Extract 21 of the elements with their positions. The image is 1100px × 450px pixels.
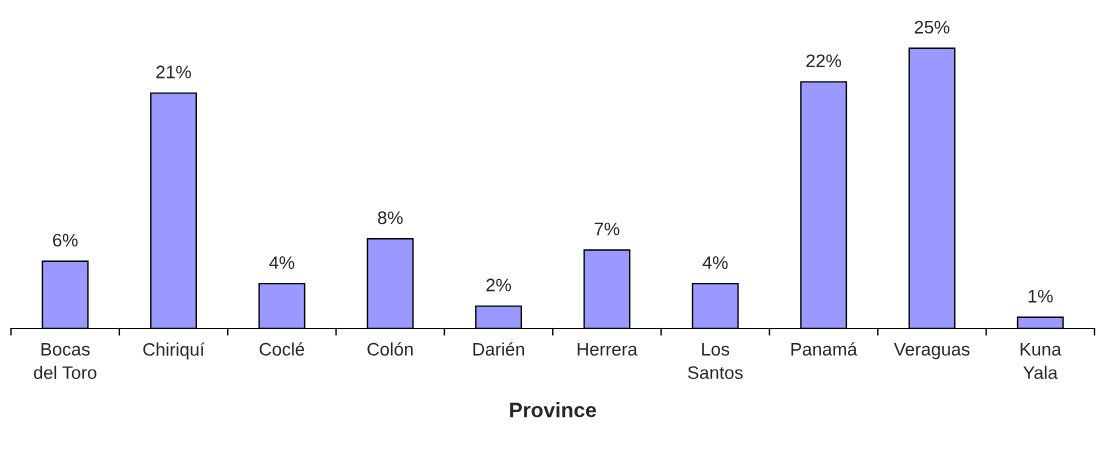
data-label: 25% [914,20,950,34]
x-tick-label: Herrera [577,343,638,356]
data-label: 4% [269,256,295,269]
x-tick-label: Panamá [791,342,858,356]
x-axis-title: Province [510,402,597,418]
data-label: 6% [53,233,78,247]
data-label: 7% [594,222,620,236]
x-tick-label: Colón [367,342,413,356]
data-label: 8% [377,211,403,225]
data-label: 4% [702,256,728,269]
x-tick-label: Veraguas [893,343,970,360]
x-tick-label: Darién [473,342,524,356]
x-tick-label: Chiriquí [143,342,205,360]
x-tick-label: Bocas del Toro [33,343,97,380]
x-tick-label: Coclé [259,342,305,356]
x-tick-label: Kuna Yala [1020,343,1062,380]
x-tick-label: Los Santos [687,343,743,380]
data-label: 2% [486,278,511,292]
data-label: 1% [1028,289,1053,303]
data-label: 22% [806,54,842,68]
data-label: 21% [156,65,191,79]
